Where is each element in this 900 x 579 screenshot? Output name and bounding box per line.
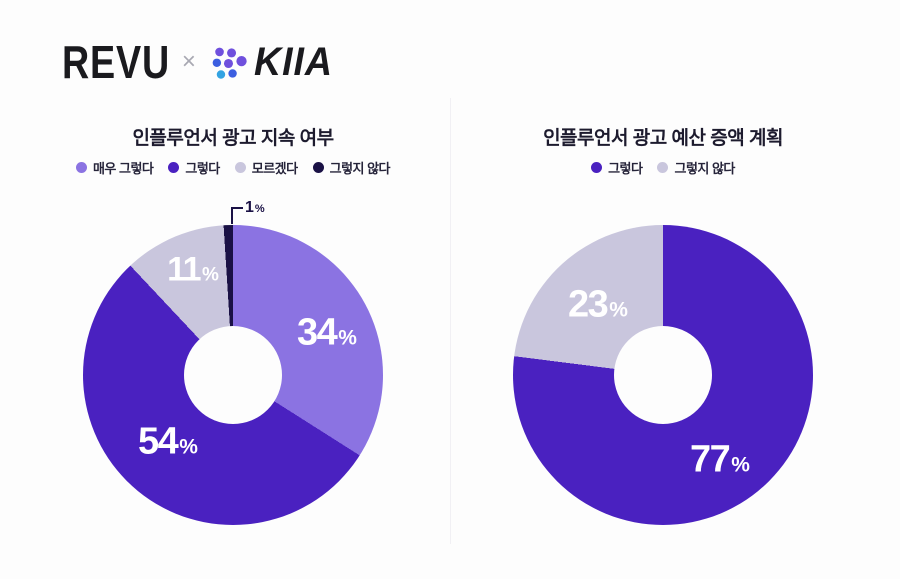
donut-hole [614,326,712,424]
legend-item: 그렇다 [168,158,220,177]
kiia-mark-dot [228,68,237,78]
percent-sign: % [179,435,198,459]
slice-value-label: 34 % [297,312,357,355]
panel-divider [450,98,451,544]
slice-value-label: 11 % [167,251,219,290]
kiia-mark-dot [236,55,247,66]
donut-chart [513,225,813,525]
slice-value-label: 23 % [568,284,628,327]
slice-value: 11 [167,250,201,289]
legend-dot-icon [312,162,324,173]
legend-label: 모르겠다 [251,161,298,176]
kiia-mark-dot [226,47,236,57]
slice-value: 34 [297,311,338,354]
kiia-mark-dot [223,58,233,68]
multiply-separator: × [181,48,196,75]
legend-item: 매우 그렇다 [75,158,154,177]
donut-hole [184,326,282,424]
logo-header: REVU × KIIA [62,36,338,88]
legend-label: 그렇다 [608,161,643,176]
chart-panel-budget-increase: 인플루언서 광고 예산 증액 계획 그렇다 그렇지 않다 23 % 77 % [438,115,888,575]
legend-item: 모르겠다 [234,158,298,177]
legend-dot-icon [591,162,603,173]
percent-sign: % [338,326,357,350]
chart-legend: 매우 그렇다 그렇다 모르겠다 그렇지 않다 [8,158,458,177]
kiia-mark-dot [212,58,221,67]
chart-title: 인플루언서 광고 예산 증액 계획 [543,128,783,149]
slice-value: 23 [568,283,609,326]
legend-label: 그렇지 않다 [674,161,735,176]
legend-dot-icon [234,162,246,173]
slice-value-label: 54 % [138,421,198,464]
legend-item: 그렇지 않다 [657,158,735,177]
legend-item: 그렇다 [591,158,643,177]
legend-dot-icon [75,162,87,173]
legend-label: 매우 그렇다 [92,161,154,176]
chart-panel-ad-continuation: 인플루언서 광고 지속 여부 매우 그렇다 그렇다 모르겠다 그렇지 않다 34 % … [8,115,458,575]
slice-callout-label: 1 % [245,199,265,217]
revu-logo: REVU [62,36,171,88]
callout-connector-line [231,207,243,209]
slice-value-label: 77 % [690,439,750,482]
percent-sign: % [609,298,628,322]
slice-value: 1 [245,199,254,216]
percent-sign: % [731,453,750,477]
chart-title: 인플루언서 광고 지속 여부 [132,128,334,149]
kiia-logo-dots-icon [212,47,247,79]
legend-label: 그렇지 않다 [329,161,391,176]
kiia-logo: KIIA [253,39,333,84]
percent-sign: % [254,203,265,215]
chart-legend: 그렇다 그렇지 않다 [438,158,888,177]
donut-chart [83,225,383,525]
kiia-mark-dot [215,47,224,56]
slice-value: 77 [690,438,731,481]
legend-dot-icon [657,162,669,173]
kiia-mark-dot [216,69,226,79]
legend-label: 그렇다 [185,161,220,176]
callout-connector-line [231,207,233,224]
percent-sign: % [202,264,219,286]
legend-item: 그렇지 않다 [312,158,391,177]
legend-dot-icon [168,162,180,173]
slice-value: 54 [138,420,179,463]
